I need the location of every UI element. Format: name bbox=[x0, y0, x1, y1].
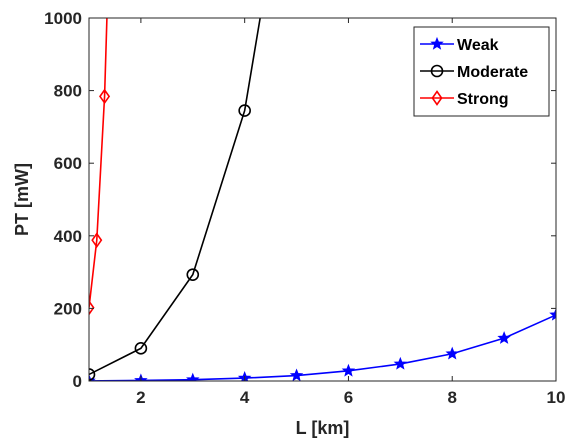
data-point-weak bbox=[289, 368, 304, 381]
series-line-weak bbox=[89, 314, 556, 381]
legend: Weak Moderate Strong bbox=[413, 26, 550, 117]
legend-marker-weak bbox=[430, 36, 444, 50]
x-tick-label: 4 bbox=[240, 388, 250, 407]
data-point-weak bbox=[445, 346, 459, 360]
data-point-weak bbox=[341, 363, 356, 377]
axes: 2 4 6 8 10 0 200 400 600 800 1000 bbox=[44, 9, 565, 407]
data-point-moderate bbox=[238, 104, 251, 117]
data-point-strong bbox=[99, 88, 111, 105]
data-point-moderate bbox=[89, 368, 96, 381]
data-point-strong bbox=[89, 299, 95, 316]
legend-marker-strong bbox=[431, 90, 443, 106]
x-tick-label: 10 bbox=[547, 388, 566, 407]
x-axis-label: L [km] bbox=[296, 418, 350, 438]
x-tick-label: 8 bbox=[447, 388, 456, 407]
data-point-weak bbox=[186, 372, 200, 381]
series-line-moderate bbox=[89, 18, 261, 376]
series-line-strong bbox=[89, 18, 108, 308]
y-axis-label: PT [mW] bbox=[12, 163, 32, 236]
series-layer bbox=[89, 18, 556, 381]
y-tick-label: 600 bbox=[54, 154, 82, 173]
y-tick-label: 1000 bbox=[44, 9, 82, 28]
plot-frame bbox=[88, 17, 557, 382]
legend-label-moderate: Moderate bbox=[457, 64, 528, 81]
data-point-moderate bbox=[134, 342, 148, 355]
x-tick-label: 6 bbox=[344, 388, 353, 407]
data-point-weak bbox=[393, 356, 408, 370]
y-tick-label: 200 bbox=[54, 299, 82, 318]
data-point-weak bbox=[549, 307, 556, 321]
legend-label-strong: Strong bbox=[457, 91, 509, 108]
x-tick-label: 2 bbox=[136, 388, 145, 407]
y-tick-label: 800 bbox=[54, 82, 82, 101]
data-point-strong bbox=[91, 232, 103, 249]
y-tick-label: 0 bbox=[73, 372, 82, 391]
legend-label-weak: Weak bbox=[457, 37, 499, 54]
data-point-weak bbox=[497, 331, 511, 344]
legend-marker-moderate bbox=[430, 64, 444, 78]
data-point-moderate bbox=[186, 268, 200, 281]
y-tick-label: 400 bbox=[54, 227, 82, 246]
